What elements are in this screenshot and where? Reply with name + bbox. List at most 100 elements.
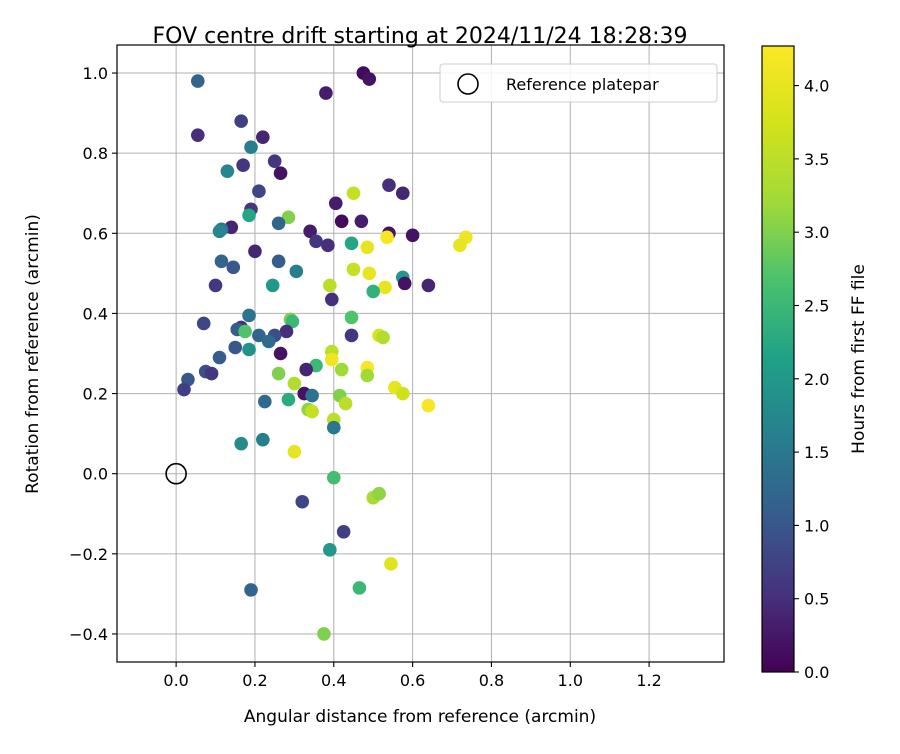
data-point — [421, 398, 436, 413]
data-point — [295, 494, 310, 509]
data-point — [267, 154, 282, 168]
data-point — [208, 278, 223, 293]
data-point — [453, 238, 467, 253]
data-point — [258, 394, 272, 409]
data-point — [360, 368, 375, 383]
data-point — [397, 276, 412, 291]
data-point — [405, 228, 420, 243]
x-tick-label: 1.2 — [636, 671, 661, 690]
data-point — [421, 278, 436, 293]
data-point — [366, 284, 381, 299]
data-point — [196, 316, 211, 331]
data-point — [256, 432, 270, 447]
data-point — [252, 184, 266, 199]
data-point — [273, 166, 288, 181]
y-tick-label: −0.2 — [69, 545, 108, 564]
data-point — [226, 260, 241, 275]
colorbar: 0.0 0.5 1.0 1.5 2.0 2.5 3.0 3.5 4.0 Hours from f… — [761, 45, 869, 682]
data-point — [319, 86, 333, 100]
data-point — [362, 72, 377, 86]
x-tick-label: 0.2 — [242, 671, 267, 690]
x-tick-label: 1.0 — [558, 671, 583, 690]
data-point — [328, 196, 343, 211]
colorbar-tick-label: 0.5 — [804, 590, 829, 609]
x-tick-label: 0.6 — [400, 671, 425, 690]
data-point — [346, 262, 361, 277]
x-tick-label: 0.0 — [163, 671, 188, 690]
data-point — [305, 404, 319, 419]
data-point — [287, 444, 302, 459]
data-point — [384, 557, 398, 571]
data-point — [191, 128, 205, 142]
data-point — [234, 114, 248, 128]
colorbar-tick-label: 3.5 — [804, 150, 829, 169]
legend: Reference platepar — [439, 63, 718, 103]
data-point — [271, 366, 286, 381]
data-point — [336, 524, 351, 539]
x-axis-ticks: 0.0 0.2 0.4 0.6 0.8 1.0 1.2 — [163, 662, 662, 690]
data-point — [271, 254, 286, 269]
data-point — [323, 278, 337, 293]
data-point — [376, 330, 390, 345]
plot-frame — [116, 44, 725, 663]
data-point — [378, 280, 392, 295]
x-tick-label: 0.8 — [479, 671, 504, 690]
data-point — [261, 334, 276, 349]
legend-label-reference: Reference platepar — [506, 75, 659, 94]
data-point — [299, 362, 313, 377]
data-point — [252, 328, 266, 343]
data-point — [325, 352, 339, 367]
data-point — [214, 254, 229, 269]
data-point — [220, 164, 235, 179]
data-point — [344, 310, 359, 325]
colorbar-ticks: 0.0 0.5 1.0 1.5 2.0 2.5 3.0 3.5 4.0 — [794, 77, 829, 682]
data-point — [382, 178, 396, 193]
data-point — [273, 346, 288, 361]
data-point — [248, 244, 262, 259]
y-axis-label: Rotation from reference (arcmin) — [23, 214, 43, 494]
colorbar-tick-label: 1.5 — [804, 443, 829, 462]
data-point — [287, 376, 302, 391]
data-point — [317, 627, 331, 641]
data-point — [372, 486, 386, 501]
x-axis-label: Angular distance from reference (arcmin) — [244, 707, 596, 727]
y-tick-label: 0.2 — [83, 385, 108, 404]
data-point — [238, 324, 252, 339]
data-point — [305, 388, 319, 403]
data-point — [271, 216, 286, 231]
data-point — [281, 392, 296, 407]
data-point — [354, 214, 369, 229]
legend-frame — [439, 63, 718, 103]
data-point — [285, 314, 300, 329]
data-point — [395, 386, 410, 401]
colorbar-tick-label: 3.0 — [804, 223, 829, 242]
y-tick-label: 1.0 — [83, 64, 108, 83]
data-point — [323, 543, 337, 557]
colorbar-tick-label: 4.0 — [804, 77, 829, 96]
data-point — [395, 186, 410, 201]
data-point — [360, 240, 375, 255]
data-point — [256, 130, 270, 144]
data-point — [326, 420, 341, 435]
y-tick-label: 0.6 — [83, 224, 108, 243]
y-tick-label: 0.8 — [83, 144, 108, 163]
data-point — [244, 140, 258, 154]
data-point — [212, 224, 227, 239]
data-point — [212, 350, 227, 365]
data-point — [344, 236, 359, 251]
data-point — [309, 234, 323, 249]
data-point — [325, 292, 339, 307]
legend-reference-marker — [457, 73, 479, 95]
y-tick-label: −0.4 — [69, 625, 108, 644]
data-point — [236, 158, 250, 172]
reference-platepar-marker — [165, 462, 187, 485]
data-point — [281, 210, 296, 225]
grid — [117, 45, 724, 662]
chart-title: FOV centre drift starting at 2024/11/24 … — [153, 24, 688, 49]
data-point — [279, 324, 294, 339]
data-points — [177, 66, 473, 641]
data-point — [242, 342, 256, 357]
colorbar-tick-label: 1.0 — [804, 516, 829, 535]
